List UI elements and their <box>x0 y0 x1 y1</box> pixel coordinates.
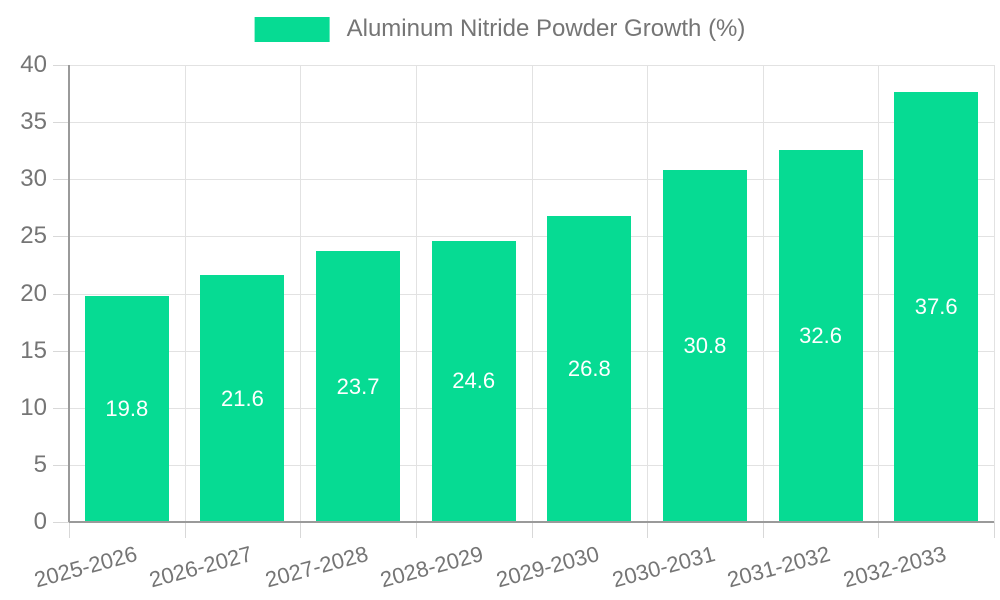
y-axis-tick-label: 0 <box>33 508 47 535</box>
bar <box>894 92 979 522</box>
legend-swatch-icon <box>254 16 330 42</box>
x-axis-tick <box>878 522 880 538</box>
y-axis-tick-label: 15 <box>20 336 47 364</box>
gridline-vertical <box>531 65 533 522</box>
y-axis-tick-label: 35 <box>20 108 47 136</box>
x-axis-category-label: 2027-2028 <box>262 541 371 593</box>
bar <box>662 170 747 522</box>
legend-label: Aluminum Nitride Powder Growth (%) <box>346 15 746 42</box>
y-axis-tick-label: 10 <box>20 393 47 421</box>
gridline-vertical <box>647 65 649 522</box>
x-axis-category-label: 2029-2030 <box>493 541 602 593</box>
x-axis-tick <box>647 522 649 538</box>
y-axis-tick <box>53 464 69 466</box>
y-axis-tick <box>53 522 69 523</box>
y-axis-tick <box>53 236 69 238</box>
x-axis-tick <box>415 522 417 538</box>
bar <box>431 240 516 522</box>
bar <box>316 251 401 522</box>
x-axis-tick <box>69 522 70 538</box>
y-axis-tick <box>53 65 69 66</box>
x-axis-category-label: 2026-2027 <box>146 541 255 593</box>
bar <box>547 215 632 522</box>
bar-value-label: 37.6 <box>914 294 958 320</box>
y-axis-tick-label: 20 <box>20 279 47 307</box>
x-axis-category-label: 2030-2031 <box>609 541 718 593</box>
y-axis-tick <box>53 179 69 181</box>
bar <box>778 149 863 522</box>
bar <box>84 295 169 522</box>
gridline-vertical <box>994 65 995 522</box>
x-axis-tick <box>994 522 995 538</box>
bar-value-label: 23.7 <box>336 373 380 399</box>
x-axis-category-label: 2025-2026 <box>31 541 140 593</box>
bar-value-label: 32.6 <box>799 322 842 348</box>
y-axis-tick-label: 25 <box>20 222 47 250</box>
gridline-vertical <box>300 65 302 522</box>
gridline-vertical <box>184 65 186 522</box>
bar-value-label: 24.6 <box>452 368 496 394</box>
y-axis-tick-label: 30 <box>20 165 47 193</box>
bar <box>200 275 285 522</box>
bar-value-label: 30.8 <box>683 333 727 359</box>
y-axis-tick-label: 5 <box>33 450 47 478</box>
y-axis-tick <box>53 350 69 352</box>
y-axis-tick <box>53 293 69 295</box>
x-axis-category-label: 2032-2033 <box>840 541 949 593</box>
x-axis-category-label: 2031-2032 <box>724 541 834 593</box>
gridline-vertical <box>762 65 764 522</box>
x-axis-category-label: 2028-2029 <box>378 541 487 593</box>
bar-value-label: 26.8 <box>567 355 611 381</box>
gridline-vertical <box>878 65 880 522</box>
bar-value-label: 19.8 <box>105 395 149 421</box>
x-axis-tick <box>300 522 302 538</box>
y-axis-tick <box>53 122 69 124</box>
x-axis-tick <box>762 522 764 538</box>
y-axis-line <box>68 65 70 522</box>
x-axis-line <box>69 521 994 523</box>
x-axis-tick <box>184 522 186 538</box>
y-axis-tick <box>53 407 69 409</box>
gridline-vertical <box>415 65 417 522</box>
y-axis-tick-label: 40 <box>20 51 47 78</box>
chart-legend[interactable]: Aluminum Nitride Powder Growth (%) <box>254 14 746 44</box>
x-axis-tick <box>531 522 533 538</box>
bar-value-label: 21.6 <box>221 385 264 411</box>
